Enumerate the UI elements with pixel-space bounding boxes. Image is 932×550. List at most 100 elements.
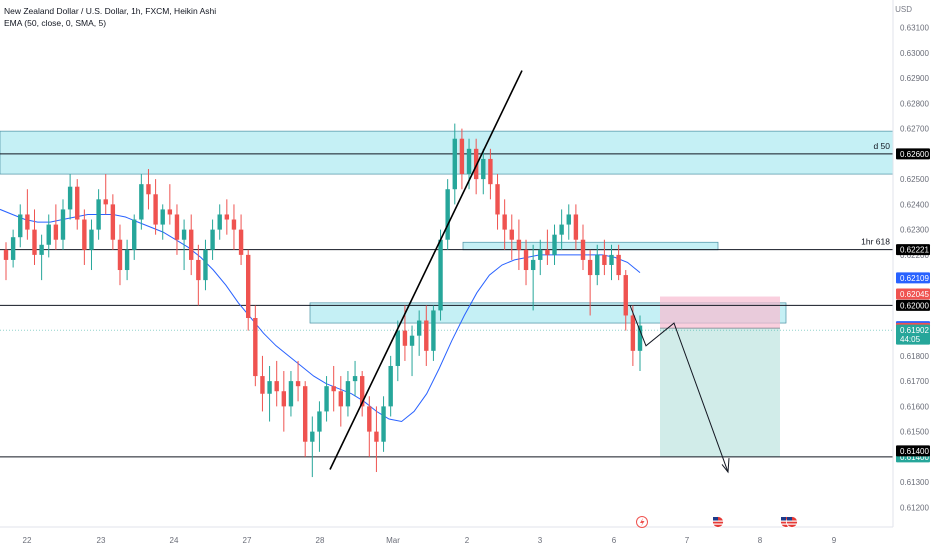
price-badge-text: 0.62109	[900, 274, 929, 283]
candle	[288, 371, 294, 417]
flag-canton	[713, 517, 718, 521]
y-tick-label: 0.62500	[900, 175, 929, 184]
price-badge-text: 0.62600	[900, 150, 929, 159]
candle	[10, 229, 16, 268]
candle	[246, 249, 251, 331]
candle-body	[189, 229, 194, 260]
candle	[609, 244, 614, 281]
candle	[139, 174, 144, 230]
price-badge-text: 0.61400	[900, 453, 929, 462]
candle-body	[559, 224, 564, 235]
candle	[224, 199, 230, 235]
x-tick-label: 22	[23, 536, 32, 545]
candle-body	[75, 186, 80, 220]
candle	[530, 244, 536, 311]
y-tick-label: 0.61600	[900, 402, 929, 411]
candle	[637, 315, 643, 372]
candle-body	[246, 254, 251, 318]
candle	[509, 214, 514, 260]
price-badge: 0.61400	[896, 445, 930, 457]
candle-body	[431, 310, 436, 351]
candle	[345, 371, 351, 417]
candle	[488, 148, 493, 200]
stop-loss-area	[660, 296, 780, 329]
y-tick-label: 0.63000	[900, 49, 929, 58]
candle-body	[516, 239, 522, 250]
candle-body	[60, 209, 66, 240]
price-badge-bg	[896, 299, 930, 311]
candle	[89, 219, 94, 271]
position-tool[interactable]	[660, 296, 780, 457]
candle-body	[481, 158, 486, 180]
candle	[260, 355, 265, 412]
candle-body	[153, 194, 158, 225]
candle-body	[82, 219, 87, 250]
candle-body	[181, 229, 187, 240]
candle-body	[466, 148, 472, 175]
candle	[189, 214, 194, 276]
candle	[32, 209, 37, 265]
price-badges-layer: 0.62600 0.62221 0.62000 0.62109 0.62045 0.619…	[896, 148, 930, 463]
candle-body	[89, 229, 94, 250]
candle-body	[25, 214, 30, 230]
flag-stripe	[781, 520, 791, 522]
chart-title: New Zealand Dollar / U.S. Dollar, 1h, FX…	[4, 6, 217, 16]
candle-body	[238, 229, 244, 255]
y-tick-label: 0.62900	[900, 74, 929, 83]
candle	[302, 381, 308, 457]
candle	[317, 401, 322, 452]
candle-body	[3, 249, 9, 260]
x-tick-label: 8	[758, 536, 763, 545]
price-badge-bg	[896, 288, 930, 300]
candle	[160, 204, 165, 240]
candle	[602, 239, 607, 276]
candle-body	[53, 224, 59, 240]
candle	[124, 239, 130, 281]
y-tick-label: 0.61800	[900, 352, 929, 361]
candle	[25, 189, 30, 240]
flag-stripe	[713, 523, 723, 525]
candle-body	[295, 381, 301, 387]
candle-body	[566, 214, 571, 225]
y-tick-label: 0.62400	[900, 200, 929, 209]
candle	[3, 242, 9, 281]
candle	[174, 204, 180, 255]
candle-body	[10, 237, 16, 260]
y-tick-label: 0.62800	[900, 99, 929, 108]
event-icons-layer[interactable]	[636, 516, 798, 528]
price-badge: 0.62045	[896, 288, 930, 300]
candle-body	[203, 249, 208, 281]
candle-body	[359, 376, 365, 407]
candle	[181, 219, 187, 271]
candle	[352, 360, 358, 397]
flash-icon[interactable]	[636, 516, 648, 528]
candle-body	[345, 381, 351, 407]
candle	[338, 376, 344, 427]
candle	[60, 199, 66, 250]
candle-body	[167, 209, 173, 215]
candle	[431, 305, 436, 361]
currency-label: USD	[895, 5, 912, 14]
price-badge-text: 0.62221	[900, 246, 929, 255]
indicator-label: EMA (50, close, 0, SMA, 5)	[4, 18, 107, 28]
projection-arrow	[721, 458, 730, 474]
candle-body	[402, 330, 408, 346]
candle-body	[103, 199, 108, 205]
candle	[18, 204, 23, 248]
us-flag-icon[interactable]	[712, 516, 724, 528]
candle-body	[110, 204, 116, 240]
candle	[409, 325, 415, 377]
flag-stripe	[781, 523, 791, 525]
candle	[481, 148, 486, 195]
candle-body	[260, 376, 265, 394]
candle-body	[331, 386, 336, 392]
candle-body	[530, 259, 536, 271]
candle	[381, 396, 386, 452]
us-flag-icon[interactable]	[786, 516, 798, 528]
candle	[53, 204, 59, 250]
candle-body	[374, 431, 379, 442]
candle	[538, 239, 543, 276]
candle	[587, 249, 593, 316]
x-tick-label: 23	[97, 536, 106, 545]
